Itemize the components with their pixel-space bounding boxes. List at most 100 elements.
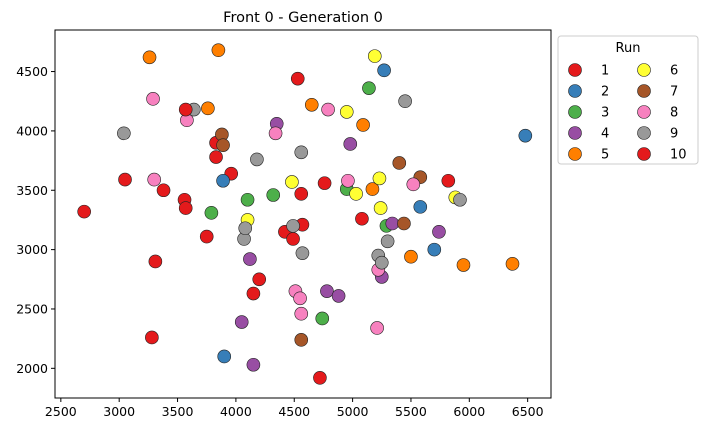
data-point-run-2 xyxy=(377,63,391,78)
x-tick-label: 4500 xyxy=(278,404,310,419)
data-point-run-1 xyxy=(294,187,309,201)
legend-label: 1 xyxy=(601,64,609,79)
data-point-run-8 xyxy=(341,173,355,188)
legend-marker xyxy=(568,105,582,119)
data-point-run-8 xyxy=(146,92,160,106)
legend-marker xyxy=(637,147,651,161)
data-point-run-6 xyxy=(373,201,388,215)
x-tick-label: 4000 xyxy=(220,404,252,419)
data-point-run-5 xyxy=(404,249,418,264)
y-tick-label: 3000 xyxy=(16,242,48,257)
data-point-run-9 xyxy=(453,192,467,207)
data-point-run-5 xyxy=(356,118,370,132)
data-point-run-8 xyxy=(321,102,335,117)
data-point-run-3 xyxy=(266,188,281,202)
legend-marker xyxy=(568,147,582,161)
data-point-run-2 xyxy=(518,128,533,143)
data-point-run-8 xyxy=(294,306,309,321)
legend-items: 1 2 3 4 5 6 7 8 9 10 xyxy=(568,63,687,163)
y-tick-label: 2000 xyxy=(16,361,48,376)
data-point-run-9 xyxy=(374,255,389,270)
x-tick-label: 6000 xyxy=(453,404,485,419)
legend-label: 3 xyxy=(601,106,609,121)
data-point-run-1 xyxy=(148,254,163,269)
legend: Run 1 2 3 4 5 6 7 8 9 10 xyxy=(557,35,699,165)
data-point-run-6 xyxy=(339,105,354,119)
data-point-run-10 xyxy=(77,204,91,219)
legend-label: 4 xyxy=(601,127,609,142)
data-point-run-10 xyxy=(313,371,327,385)
y-axis: 2000 2500 3000 3500 4000 4500 xyxy=(16,64,55,376)
data-point-run-1 xyxy=(199,229,214,244)
data-point-run-7 xyxy=(216,138,230,152)
legend-label: 6 xyxy=(670,64,678,79)
y-tick-label: 4500 xyxy=(16,64,48,79)
data-point-run-3 xyxy=(315,311,330,326)
data-point-run-4 xyxy=(234,315,249,329)
data-point-run-5 xyxy=(142,50,157,65)
legend-box xyxy=(557,35,699,165)
legend-marker xyxy=(637,105,651,119)
data-point-run-9 xyxy=(250,152,264,167)
y-tick-label: 4000 xyxy=(16,123,48,138)
data-point-run-8 xyxy=(370,321,384,335)
x-tick-label: 5000 xyxy=(337,404,369,419)
data-point-run-7 xyxy=(294,333,309,347)
data-points xyxy=(77,43,533,385)
data-point-run-5 xyxy=(201,101,215,116)
data-point-run-5 xyxy=(505,257,520,271)
data-point-run-4 xyxy=(246,357,261,372)
x-tick-label: 3500 xyxy=(162,404,194,419)
data-point-run-4 xyxy=(331,289,346,303)
plot-area xyxy=(54,29,552,399)
legend-label: 10 xyxy=(670,148,687,163)
data-point-run-1 xyxy=(178,201,193,215)
data-point-run-10 xyxy=(178,102,193,117)
data-point-run-2 xyxy=(427,242,442,257)
data-point-run-2 xyxy=(216,173,230,188)
data-point-run-1 xyxy=(252,272,267,287)
data-point-run-3 xyxy=(204,206,219,220)
legend-marker xyxy=(637,84,651,98)
data-point-run-5 xyxy=(211,43,226,57)
data-point-run-5 xyxy=(304,97,319,112)
data-point-run-1 xyxy=(156,183,171,198)
data-point-run-4 xyxy=(385,216,400,231)
data-point-run-1 xyxy=(441,173,456,188)
data-point-run-7 xyxy=(397,216,411,231)
data-point-run-3 xyxy=(240,192,255,207)
data-point-run-1 xyxy=(118,172,132,187)
data-point-run-3 xyxy=(362,81,376,95)
legend-label: 9 xyxy=(670,127,678,142)
legend-label: 2 xyxy=(601,85,609,100)
legend-title: Run xyxy=(616,41,641,56)
x-tick-label: 2500 xyxy=(45,404,77,419)
legend-label: 8 xyxy=(670,106,678,121)
data-point-run-6 xyxy=(367,49,382,63)
data-point-run-8 xyxy=(147,172,161,187)
data-point-run-2 xyxy=(217,349,232,364)
data-point-run-9 xyxy=(380,234,395,249)
data-point-run-1 xyxy=(290,71,305,86)
data-point-run-9 xyxy=(398,94,412,109)
data-point-run-9 xyxy=(238,221,253,236)
data-point-run-1 xyxy=(145,330,159,345)
legend-label: 5 xyxy=(601,148,609,163)
data-point-run-6 xyxy=(285,175,299,189)
chart-title: Front 0 - Generation 0 xyxy=(223,10,383,26)
data-point-run-8 xyxy=(268,126,283,141)
legend-marker xyxy=(568,126,582,140)
legend-label: 7 xyxy=(670,85,678,100)
data-point-run-9 xyxy=(117,126,131,141)
data-point-run-6 xyxy=(372,171,387,186)
data-point-run-8 xyxy=(293,291,307,306)
data-point-run-2 xyxy=(413,200,428,214)
x-axis: 2500 3000 3500 4000 4500 5000 5500 6000 6500 xyxy=(45,398,544,419)
y-tick-label: 3500 xyxy=(16,183,48,198)
data-point-run-5 xyxy=(365,182,380,196)
data-point-run-4 xyxy=(343,137,358,151)
data-point-run-6 xyxy=(349,187,363,201)
data-point-run-1 xyxy=(286,232,300,246)
x-tick-label: 3000 xyxy=(103,404,135,419)
